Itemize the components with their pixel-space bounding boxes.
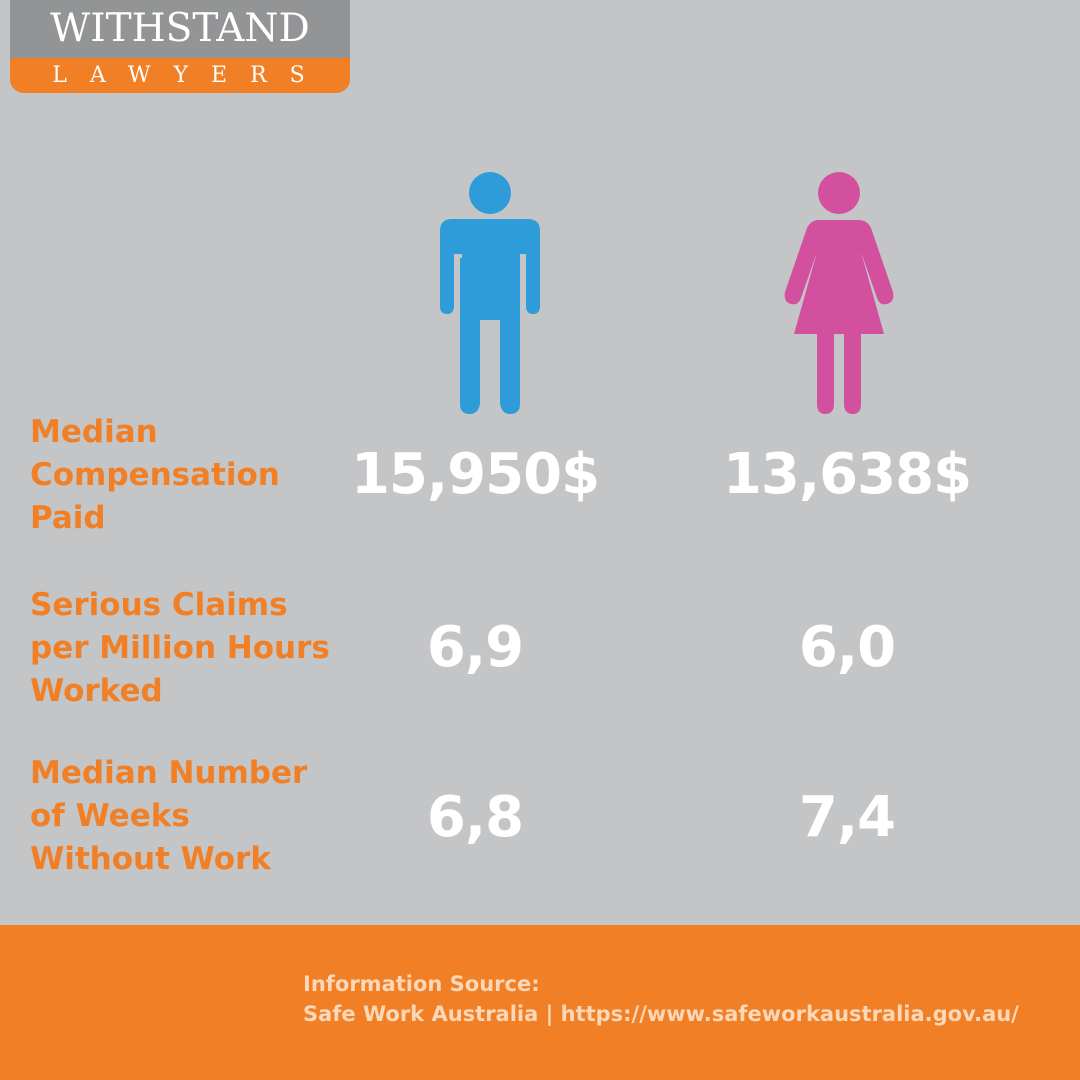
female-median-compensation-value: 13,638$ xyxy=(722,442,972,507)
female-figure-icon xyxy=(783,172,895,416)
male-median-compensation-value: 15,950$ xyxy=(350,442,600,507)
male-figure-icon xyxy=(438,172,542,416)
male-weeks-without-work-value: 6,8 xyxy=(426,785,524,850)
logo-title: WITHSTAND xyxy=(50,6,310,51)
logo-subtitle: LAWYERS xyxy=(52,63,328,88)
row-label-median-compensation: Median Compensation Paid xyxy=(30,414,280,536)
footer-bar: Information Source: Safe Work Australia … xyxy=(0,925,1080,1080)
row-label-weeks-without-work: Median Number of Weeks Without Work xyxy=(30,755,308,877)
female-serious-claims-value: 6,0 xyxy=(798,615,896,680)
logo: WITHSTAND LAWYERS xyxy=(10,0,350,93)
logo-top-panel xyxy=(10,0,350,58)
male-serious-claims-value: 6,9 xyxy=(426,615,524,680)
footer-source-label: Information Source: xyxy=(303,972,540,996)
footer-source-text: Safe Work Australia | https://www.safewo… xyxy=(303,1002,1019,1026)
female-weeks-without-work-value: 7,4 xyxy=(798,785,896,850)
row-label-serious-claims: Serious Claims per Million Hours Worked xyxy=(30,587,330,709)
logo-bottom-panel xyxy=(10,58,350,93)
